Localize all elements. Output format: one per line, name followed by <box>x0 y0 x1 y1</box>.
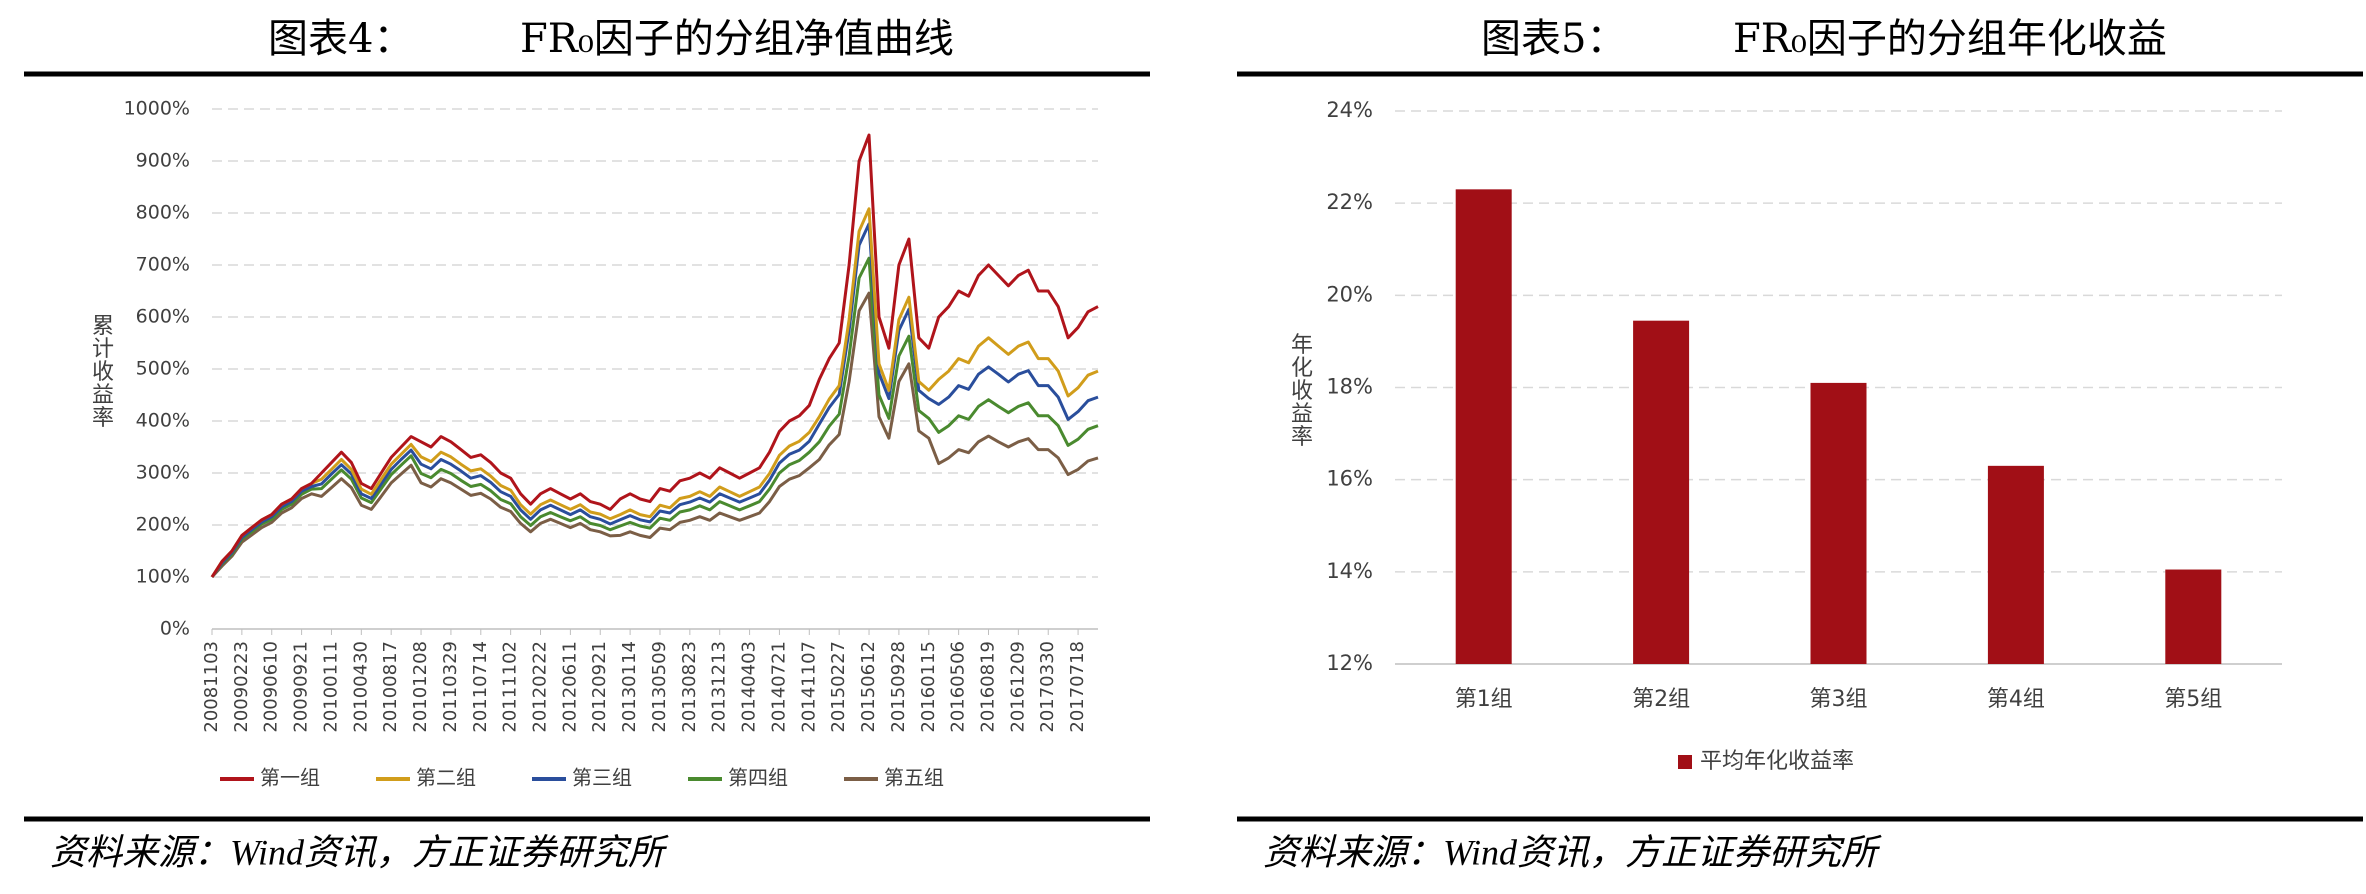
y-axis-title: 年化收益率 <box>1287 333 1313 448</box>
y-tick-label: 20% <box>1326 282 1373 306</box>
y-tick-label: 400% <box>136 410 190 432</box>
x-tick-label: 20120222 <box>530 641 551 733</box>
y-tick-label: 900% <box>136 150 190 172</box>
y-tick-label: 1000% <box>124 98 190 120</box>
x-tick-label: 第2组 <box>1632 687 1690 712</box>
y-tick-label: 700% <box>136 254 190 276</box>
x-tick-label: 20160819 <box>977 641 998 733</box>
x-tick-label: 20160115 <box>918 641 939 733</box>
series-line <box>210 222 1099 578</box>
x-tick-label: 20170718 <box>1067 641 1088 733</box>
legend-label: 平均年化收益率 <box>1700 749 1854 774</box>
x-tick-label: 第1组 <box>1455 687 1513 712</box>
x-tick-label: 20131213 <box>709 641 730 733</box>
source: 资料来源：Wind资讯，方正证券研究所 <box>1263 832 1882 872</box>
legend-label: 第五组 <box>884 766 944 790</box>
y-tick-label: 18% <box>1326 375 1373 399</box>
x-tick-label: 20110329 <box>440 641 461 733</box>
x-tick-label: 20150928 <box>888 641 909 733</box>
figure-label: 图表5： <box>1481 16 1626 62</box>
x-tick-label: 20090223 <box>231 641 252 733</box>
legend-swatch <box>1678 755 1692 769</box>
y-tick-label: 12% <box>1326 651 1373 675</box>
x-tick-label: 20141107 <box>798 641 819 733</box>
x-tick-label: 20111102 <box>500 641 521 733</box>
series-line <box>210 133 1099 578</box>
chart-title: FR₀因子的分组年化收益 <box>1733 16 2167 62</box>
x-tick-label: 20140403 <box>739 641 760 733</box>
y-axis-title: 累计收益率 <box>88 314 114 429</box>
x-tick-label: 20150227 <box>828 641 849 733</box>
series-line <box>210 291 1099 579</box>
x-tick-label: 20120921 <box>589 641 610 733</box>
bar <box>2165 569 2222 664</box>
x-tick-label: 20081103 <box>201 641 222 733</box>
x-tick-label: 第4组 <box>1987 687 2045 712</box>
series-line <box>210 256 1099 578</box>
x-tick-label: 20160506 <box>948 641 969 733</box>
x-tick-label: 20130509 <box>649 641 670 733</box>
bar <box>1987 465 2044 664</box>
legend-label: 第二组 <box>416 766 476 790</box>
y-tick-label: 300% <box>136 462 190 484</box>
figure-label: 图表4： <box>268 16 413 62</box>
y-tick-label: 100% <box>136 566 190 588</box>
x-tick-label: 第5组 <box>2164 687 2222 712</box>
x-tick-label: 20100111 <box>320 641 341 733</box>
y-tick-label: 500% <box>136 358 190 380</box>
legend-label: 第一组 <box>260 766 320 790</box>
bar <box>1633 320 1690 664</box>
y-tick-label: 600% <box>136 306 190 328</box>
legend-label: 第三组 <box>572 766 632 790</box>
y-tick-label: 14% <box>1326 559 1373 583</box>
x-tick-label: 20130823 <box>679 641 700 733</box>
y-tick-label: 24% <box>1326 98 1373 122</box>
y-tick-label: 800% <box>136 202 190 224</box>
y-tick-label: 16% <box>1326 467 1373 491</box>
y-tick-label: 200% <box>136 514 190 536</box>
x-tick-label: 20110714 <box>470 641 491 733</box>
y-tick-label: 0% <box>160 618 190 640</box>
source: 资料来源：Wind资讯，方正证券研究所 <box>50 832 669 872</box>
x-tick-label: 20100430 <box>350 641 371 733</box>
x-tick-label: 20150612 <box>858 641 879 733</box>
legend-label: 第四组 <box>728 766 788 790</box>
x-tick-label: 20170330 <box>1037 641 1058 733</box>
x-tick-label: 20101208 <box>410 641 431 733</box>
chart-title: FR₀因子的分组净值曲线 <box>520 16 954 62</box>
x-tick-label: 第3组 <box>1810 687 1868 712</box>
bar <box>1455 189 1512 664</box>
x-tick-label: 20100817 <box>380 641 401 733</box>
y-tick-label: 22% <box>1326 190 1373 214</box>
x-tick-label: 20130114 <box>619 641 640 733</box>
bar <box>1810 382 1867 664</box>
x-tick-label: 20120611 <box>559 641 580 733</box>
series-line <box>210 207 1099 578</box>
x-tick-label: 20140721 <box>768 641 789 733</box>
x-tick-label: 20090610 <box>261 641 282 733</box>
x-tick-label: 20090921 <box>291 641 312 733</box>
x-tick-label: 20161209 <box>1007 641 1028 733</box>
